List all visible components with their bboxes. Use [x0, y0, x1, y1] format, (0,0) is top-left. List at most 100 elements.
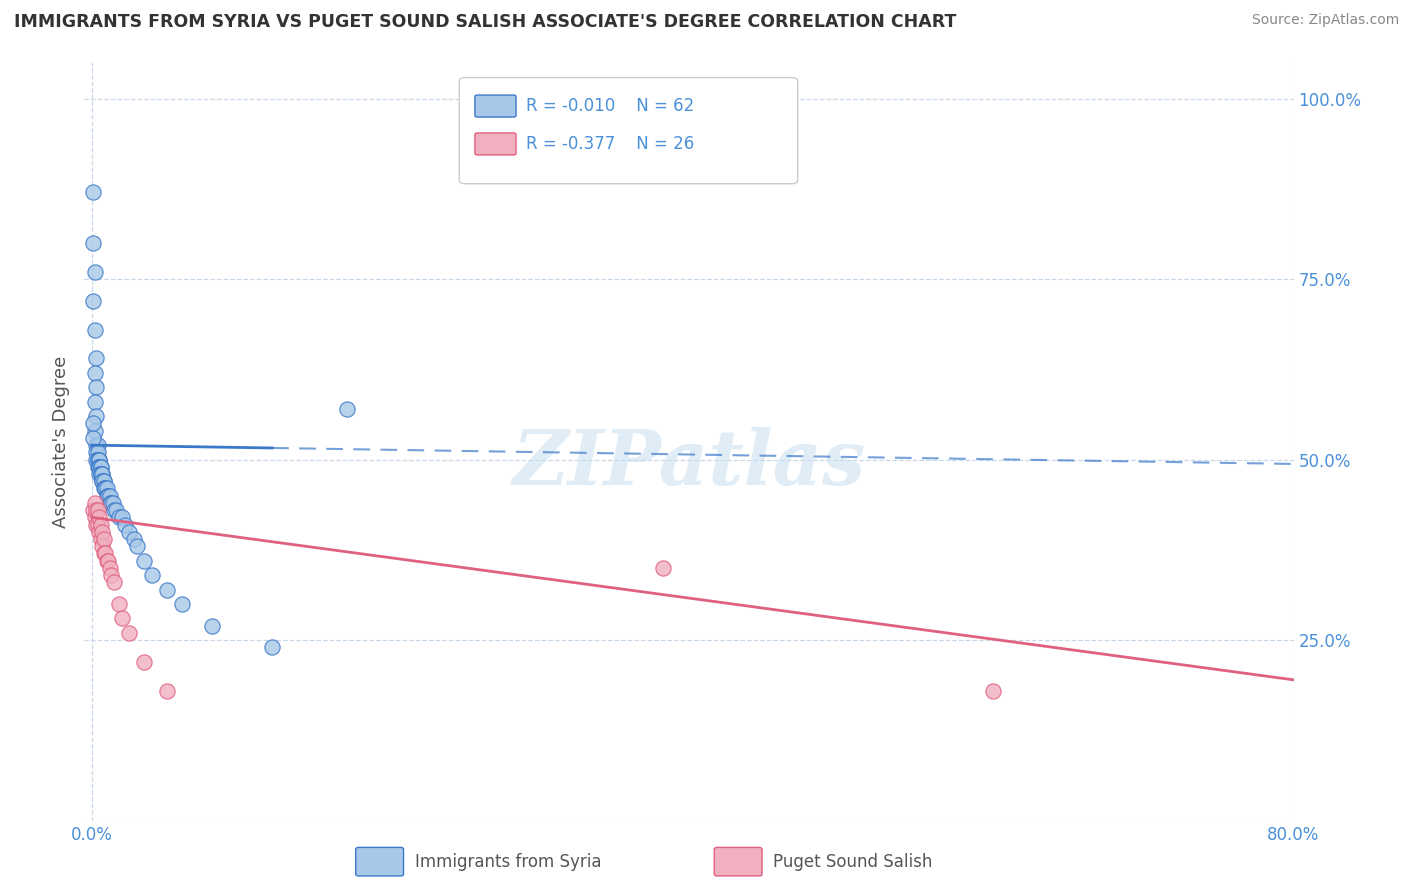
Point: [93, 546, 115, 560]
Point: [87, 438, 110, 452]
Point: [96, 554, 118, 568]
Point: [82, 235, 104, 250]
Point: [156, 683, 179, 698]
Point: [91, 467, 114, 481]
Point: [141, 568, 163, 582]
Text: R = -0.377    N = 26: R = -0.377 N = 26: [526, 135, 695, 153]
Point: [87, 459, 110, 474]
Point: [651, 561, 673, 575]
Point: [94, 546, 117, 560]
Point: [87, 445, 110, 459]
Point: [91, 539, 114, 553]
Point: [86, 409, 108, 424]
Point: [82, 431, 104, 445]
Point: [87, 452, 110, 467]
Y-axis label: Associate's Degree: Associate's Degree: [52, 355, 70, 528]
Point: [336, 402, 359, 417]
Point: [83, 496, 105, 510]
Point: [91, 467, 114, 481]
Point: [111, 611, 134, 625]
Point: [170, 597, 193, 611]
Point: [93, 482, 115, 496]
Point: [82, 293, 104, 308]
Text: IMMIGRANTS FROM SYRIA VS PUGET SOUND SALISH ASSOCIATE'S DEGREE CORRELATION CHART: IMMIGRANTS FROM SYRIA VS PUGET SOUND SAL…: [14, 13, 956, 31]
Point: [96, 482, 118, 496]
Point: [134, 554, 156, 568]
Point: [114, 517, 136, 532]
Point: [100, 496, 122, 510]
Point: [156, 582, 179, 597]
Point: [93, 475, 115, 489]
Point: [86, 517, 108, 532]
Point: [86, 438, 108, 452]
Point: [89, 467, 111, 481]
Point: [108, 510, 131, 524]
Point: [125, 539, 148, 553]
Text: Source: ZipAtlas.com: Source: ZipAtlas.com: [1251, 13, 1399, 28]
Point: [91, 475, 114, 489]
Point: [90, 532, 112, 546]
Point: [103, 503, 125, 517]
Point: [111, 510, 134, 524]
Point: [87, 452, 110, 467]
Point: [94, 482, 117, 496]
Point: [87, 517, 110, 532]
Point: [90, 467, 112, 481]
FancyBboxPatch shape: [475, 95, 516, 117]
Point: [101, 496, 124, 510]
Point: [83, 424, 105, 438]
Point: [90, 459, 112, 474]
Point: [86, 503, 108, 517]
Point: [86, 351, 108, 366]
Point: [108, 597, 131, 611]
Point: [86, 452, 108, 467]
Text: Immigrants from Syria: Immigrants from Syria: [415, 853, 602, 871]
Point: [90, 517, 112, 532]
Point: [93, 475, 115, 489]
Point: [90, 467, 112, 481]
Point: [83, 265, 105, 279]
Point: [86, 445, 108, 459]
Point: [103, 575, 125, 590]
Point: [93, 532, 115, 546]
Point: [89, 459, 111, 474]
Point: [89, 452, 111, 467]
Point: [122, 532, 145, 546]
Point: [83, 323, 105, 337]
Text: ZIPatlas: ZIPatlas: [512, 427, 866, 501]
Point: [87, 503, 110, 517]
Point: [134, 655, 156, 669]
Point: [97, 489, 120, 503]
FancyBboxPatch shape: [460, 78, 797, 184]
Point: [82, 186, 104, 200]
Point: [981, 683, 1004, 698]
Point: [89, 510, 111, 524]
Point: [83, 394, 105, 409]
Point: [98, 489, 121, 503]
Text: R = -0.010    N = 62: R = -0.010 N = 62: [526, 96, 695, 115]
Point: [97, 489, 120, 503]
Point: [82, 503, 104, 517]
Point: [86, 380, 108, 394]
Point: [98, 561, 121, 575]
Point: [94, 482, 117, 496]
Point: [98, 496, 121, 510]
Point: [104, 503, 127, 517]
Point: [96, 489, 118, 503]
Point: [91, 524, 114, 539]
FancyBboxPatch shape: [475, 133, 516, 155]
Point: [89, 524, 111, 539]
Point: [91, 475, 114, 489]
Point: [97, 554, 120, 568]
Point: [118, 524, 141, 539]
Point: [201, 618, 224, 632]
Point: [90, 459, 112, 474]
Point: [89, 452, 111, 467]
Point: [83, 510, 105, 524]
Point: [118, 626, 141, 640]
Point: [100, 568, 122, 582]
Point: [83, 366, 105, 380]
Point: [89, 459, 111, 474]
Point: [262, 640, 284, 655]
Point: [82, 417, 104, 431]
